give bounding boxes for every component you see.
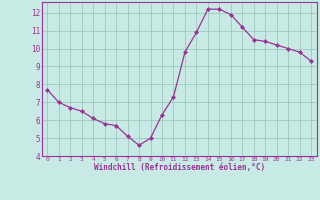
X-axis label: Windchill (Refroidissement éolien,°C): Windchill (Refroidissement éolien,°C) (94, 163, 265, 172)
